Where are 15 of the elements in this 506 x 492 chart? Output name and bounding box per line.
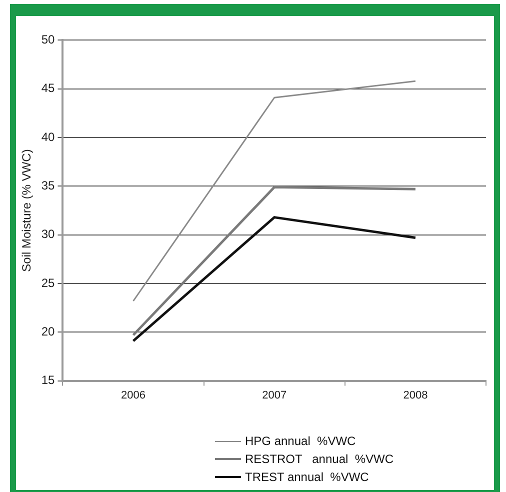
y-tick-label: 25 — [41, 276, 56, 290]
y-tick-label: 30 — [41, 227, 56, 242]
y-tick-label: 35 — [41, 178, 56, 192]
y-tick-label: 50 — [41, 32, 56, 47]
x-tick-label: 2008 — [403, 389, 428, 402]
x-tick-label: 2006 — [121, 389, 146, 402]
y-tick-label: 15 — [41, 373, 56, 388]
y-tick-label: 45 — [41, 81, 56, 96]
legend-label: RESTROT annual %VWC — [245, 452, 394, 466]
y-tick-label: 20 — [41, 324, 56, 338]
x-tick-label: 2007 — [262, 389, 287, 402]
y-tick-label: 40 — [41, 130, 56, 144]
legend-label: HPG annual %VWC — [245, 434, 356, 448]
legend-label: TREST annual %VWC — [245, 470, 369, 484]
y-axis-title: Soil Moisture (% VWC) — [20, 149, 34, 272]
